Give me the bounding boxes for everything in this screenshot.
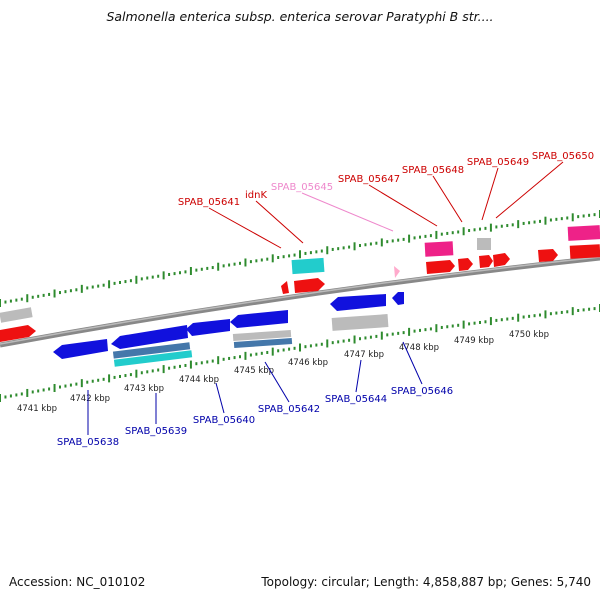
gene-label[interactable]: SPAB_05646 xyxy=(391,386,453,397)
gene-red[interactable] xyxy=(0,325,36,342)
gene-grey-05644[interactable] xyxy=(331,314,389,331)
gene-steel-05642[interactable] xyxy=(233,337,293,349)
callout-line xyxy=(255,200,304,244)
gene-label[interactable]: SPAB_05644 xyxy=(325,394,387,405)
gene-red[interactable] xyxy=(538,249,558,262)
gene-blue-05642[interactable] xyxy=(230,310,288,328)
accession-label: Accession: NC_010102 xyxy=(9,575,146,589)
gene-pink-05645[interactable] xyxy=(394,266,400,278)
kbp-label: 4748 kbp xyxy=(399,343,439,353)
gene-blue-05639[interactable] xyxy=(111,325,188,349)
gene-red-idnK[interactable] xyxy=(294,278,325,293)
gene-label[interactable]: SPAB_05639 xyxy=(125,426,187,437)
gene-label[interactable]: SPAB_05649 xyxy=(467,157,529,168)
gene-grey-05649[interactable] xyxy=(477,238,491,250)
reverse-genes xyxy=(53,292,404,367)
gene-cyan-idnK[interactable] xyxy=(291,257,325,275)
gene-magenta-05647[interactable] xyxy=(424,241,454,257)
gene-red-05649[interactable] xyxy=(479,255,493,268)
kbp-label: 4741 kbp xyxy=(17,404,57,414)
kbp-label: 4743 kbp xyxy=(124,384,164,394)
gene-magenta[interactable] xyxy=(567,225,600,241)
gene-label[interactable]: SPAB_05641 xyxy=(178,197,240,208)
gene-grey[interactable] xyxy=(0,307,33,323)
gene-callouts: SPAB_05641idnKSPAB_05645SPAB_05647SPAB_0… xyxy=(57,151,594,448)
kbp-scale: 4741 kbp 4742 kbp 4743 kbp 4744 kbp 4745 kbp… xyxy=(17,330,549,414)
callout-line xyxy=(355,359,362,393)
callout-line xyxy=(432,175,463,223)
kbp-label: 4744 kbp xyxy=(179,375,219,385)
gene-blue-05644[interactable] xyxy=(330,294,386,311)
gene-steel-05639[interactable] xyxy=(112,342,191,359)
gene-label[interactable]: SPAB_05645 xyxy=(271,182,333,193)
callout-line xyxy=(481,167,499,221)
gene-label[interactable]: SPAB_05647 xyxy=(338,174,400,185)
gene-blue-05638[interactable] xyxy=(53,339,108,359)
gene-label[interactable]: SPAB_05640 xyxy=(193,415,255,426)
reverse-tick-track xyxy=(0,304,600,402)
forward-tick-track xyxy=(0,210,600,307)
callout-line xyxy=(402,341,423,385)
gene-label[interactable]: SPAB_05642 xyxy=(258,404,320,415)
gene-cyan-05639[interactable] xyxy=(113,350,193,367)
gene-grey-05642[interactable] xyxy=(232,329,292,342)
gene-label[interactable]: SPAB_05638 xyxy=(57,437,119,448)
callout-line xyxy=(264,361,290,403)
callout-line xyxy=(301,192,394,232)
gene-red-05650[interactable] xyxy=(493,253,510,267)
gene-blue-05640[interactable] xyxy=(186,319,230,336)
gene-red-05647[interactable] xyxy=(426,260,455,274)
callout-line xyxy=(368,184,438,227)
kbp-label: 4750 kbp xyxy=(509,330,549,340)
kbp-label: 4747 kbp xyxy=(344,350,384,360)
gene-label[interactable]: SPAB_05650 xyxy=(532,151,594,162)
genome-backbone xyxy=(0,255,600,348)
forward-genes xyxy=(0,225,600,342)
kbp-label: 4742 kbp xyxy=(70,394,110,404)
kbp-label: 4746 kbp xyxy=(288,358,328,368)
gene-label[interactable]: SPAB_05648 xyxy=(402,165,464,176)
genome-backbone-highlight xyxy=(0,256,600,345)
map-title: Salmonella enterica subsp. enterica sero… xyxy=(106,9,494,24)
callout-line xyxy=(208,207,282,249)
gene-red-05641[interactable] xyxy=(281,281,289,294)
gene-blue-05646[interactable] xyxy=(392,292,404,305)
gene-label[interactable]: idnK xyxy=(245,190,267,201)
genome-summary: Topology: circular; Length: 4,858,887 bp… xyxy=(261,575,591,589)
gene-red-05648[interactable] xyxy=(458,258,473,271)
kbp-label: 4749 kbp xyxy=(454,336,494,346)
callout-line xyxy=(215,382,225,414)
gene-red[interactable] xyxy=(569,244,600,259)
kbp-label: 4745 kbp xyxy=(234,366,274,376)
callout-line xyxy=(495,161,564,219)
